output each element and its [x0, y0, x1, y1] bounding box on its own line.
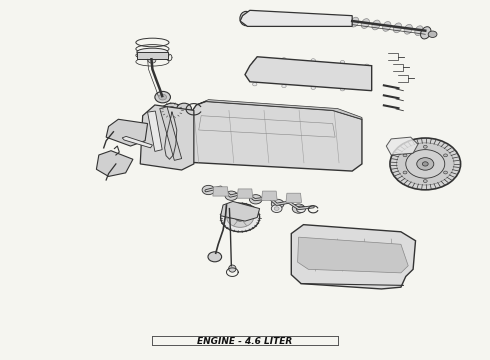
- Ellipse shape: [271, 204, 282, 212]
- Ellipse shape: [350, 281, 360, 286]
- Ellipse shape: [148, 55, 157, 59]
- Ellipse shape: [282, 58, 286, 61]
- Polygon shape: [240, 10, 352, 26]
- Ellipse shape: [155, 91, 171, 103]
- Ellipse shape: [361, 19, 369, 28]
- Ellipse shape: [372, 20, 380, 30]
- Ellipse shape: [148, 58, 156, 63]
- Ellipse shape: [393, 23, 402, 33]
- Ellipse shape: [159, 94, 167, 100]
- Ellipse shape: [285, 71, 296, 78]
- Ellipse shape: [311, 59, 316, 62]
- Polygon shape: [122, 136, 152, 148]
- Ellipse shape: [162, 103, 182, 117]
- Ellipse shape: [235, 127, 255, 140]
- Ellipse shape: [337, 73, 357, 84]
- Ellipse shape: [420, 27, 431, 39]
- Ellipse shape: [406, 150, 445, 178]
- Ellipse shape: [240, 12, 252, 26]
- Ellipse shape: [177, 103, 192, 114]
- Ellipse shape: [227, 208, 253, 227]
- Ellipse shape: [229, 265, 236, 272]
- Ellipse shape: [327, 15, 338, 20]
- Ellipse shape: [443, 154, 447, 157]
- Ellipse shape: [303, 15, 314, 20]
- Ellipse shape: [225, 191, 238, 201]
- Ellipse shape: [220, 203, 260, 232]
- Ellipse shape: [271, 199, 284, 208]
- Ellipse shape: [340, 60, 344, 64]
- Ellipse shape: [428, 31, 437, 37]
- Ellipse shape: [415, 26, 423, 36]
- Polygon shape: [187, 102, 362, 171]
- Ellipse shape: [341, 75, 353, 81]
- Ellipse shape: [201, 124, 220, 136]
- Polygon shape: [97, 151, 133, 176]
- Polygon shape: [220, 202, 260, 221]
- Ellipse shape: [280, 69, 300, 80]
- Ellipse shape: [350, 17, 359, 27]
- Polygon shape: [196, 100, 362, 119]
- Polygon shape: [297, 237, 408, 273]
- Polygon shape: [137, 52, 168, 59]
- Polygon shape: [291, 225, 416, 289]
- Ellipse shape: [299, 132, 327, 150]
- Ellipse shape: [265, 128, 293, 146]
- Ellipse shape: [274, 207, 279, 210]
- Ellipse shape: [311, 86, 316, 89]
- Ellipse shape: [208, 252, 221, 262]
- Ellipse shape: [292, 204, 305, 213]
- Ellipse shape: [252, 67, 272, 78]
- Ellipse shape: [252, 60, 257, 64]
- Ellipse shape: [168, 157, 174, 161]
- Ellipse shape: [365, 64, 369, 67]
- Polygon shape: [147, 111, 162, 152]
- Polygon shape: [386, 137, 418, 155]
- Ellipse shape: [367, 86, 371, 89]
- Polygon shape: [106, 119, 147, 146]
- Ellipse shape: [308, 71, 329, 82]
- Ellipse shape: [164, 154, 178, 165]
- Polygon shape: [245, 57, 372, 91]
- Ellipse shape: [313, 73, 324, 80]
- Ellipse shape: [256, 69, 268, 76]
- Ellipse shape: [231, 125, 259, 143]
- Ellipse shape: [340, 87, 344, 91]
- Ellipse shape: [250, 66, 259, 74]
- Ellipse shape: [252, 83, 257, 86]
- Ellipse shape: [403, 171, 407, 174]
- Ellipse shape: [303, 134, 323, 147]
- Polygon shape: [286, 193, 301, 203]
- Polygon shape: [237, 189, 253, 198]
- Polygon shape: [160, 107, 182, 160]
- Ellipse shape: [390, 138, 461, 190]
- Ellipse shape: [197, 121, 225, 139]
- Ellipse shape: [282, 85, 286, 87]
- Polygon shape: [262, 191, 277, 201]
- Ellipse shape: [249, 195, 262, 204]
- Ellipse shape: [396, 143, 454, 185]
- Ellipse shape: [235, 214, 245, 221]
- Ellipse shape: [417, 158, 434, 170]
- Ellipse shape: [257, 15, 268, 20]
- Text: ENGINE - 4.6 LITER: ENGINE - 4.6 LITER: [197, 337, 293, 346]
- Ellipse shape: [383, 22, 391, 31]
- Ellipse shape: [296, 206, 305, 212]
- Ellipse shape: [167, 107, 177, 114]
- Polygon shape: [213, 187, 228, 196]
- Ellipse shape: [404, 24, 413, 34]
- Ellipse shape: [202, 185, 215, 195]
- Ellipse shape: [270, 131, 289, 143]
- Ellipse shape: [423, 145, 427, 148]
- Polygon shape: [140, 105, 194, 170]
- Ellipse shape: [423, 180, 427, 183]
- Ellipse shape: [137, 48, 168, 56]
- Ellipse shape: [422, 162, 428, 166]
- Ellipse shape: [403, 154, 407, 157]
- Ellipse shape: [280, 15, 291, 20]
- Ellipse shape: [443, 171, 447, 174]
